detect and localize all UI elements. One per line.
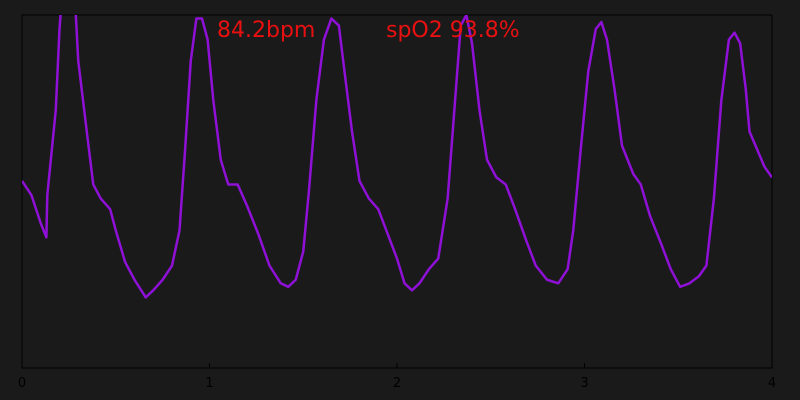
annotation: 84.2bpm: [217, 18, 315, 43]
x-tick-label: 4: [768, 376, 776, 391]
x-tick-label: 2: [393, 376, 401, 391]
x-tick-label: 3: [580, 376, 588, 391]
plot-area: [22, 15, 772, 299]
x-tick-label: 0: [18, 376, 26, 391]
waveform: [22, 15, 772, 299]
x-tick-label: 1: [205, 376, 213, 391]
annotation: spO2 93.8%: [386, 18, 520, 43]
